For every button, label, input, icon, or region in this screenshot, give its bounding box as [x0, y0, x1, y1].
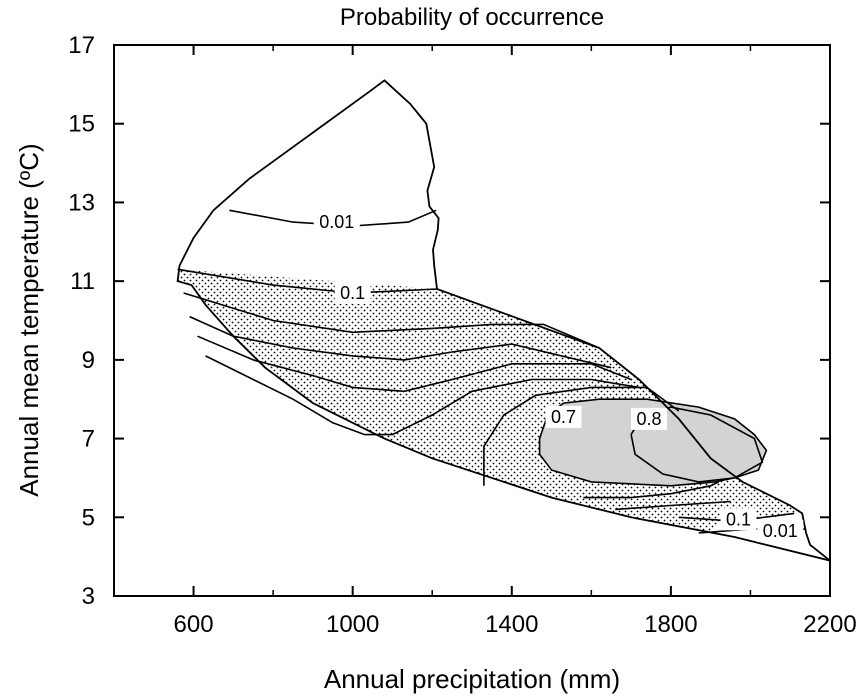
- x-tick-label: 1000: [326, 611, 379, 638]
- x-tick-label: 600: [174, 611, 214, 638]
- y-tick-label: 7: [82, 426, 95, 453]
- plot-frame: [113, 44, 831, 597]
- chart-title: Probability of occurrence: [340, 4, 604, 31]
- y-axis-title: Annual mean temperature (ºC): [14, 143, 44, 496]
- y-tick-label: 13: [68, 189, 95, 216]
- shaded-region: [538, 398, 768, 487]
- x-tick-label: 1800: [644, 611, 697, 638]
- y-tick-label: 5: [82, 504, 95, 531]
- contour-label-bg: [720, 508, 757, 531]
- contour-label-bg: [757, 520, 804, 543]
- contour-line-9: [615, 500, 731, 511]
- contour-line-4: [197, 335, 632, 393]
- y-tick-label: 11: [70, 268, 95, 295]
- contour-line-3: [189, 315, 612, 369]
- contour-label: 0.7: [551, 407, 576, 427]
- x-tick-label: 1400: [485, 611, 538, 638]
- contour-label-bg: [631, 407, 668, 430]
- contour-label-bg: [313, 211, 360, 234]
- contour-label: 0.01: [319, 212, 354, 232]
- stippled-region: [177, 269, 803, 537]
- x-axis-title: Annual precipitation (mm): [324, 664, 620, 694]
- contour-line-0_7: [483, 386, 680, 486]
- contour-label-bg: [334, 281, 371, 304]
- contour-label: 0.1: [726, 509, 751, 529]
- y-tick-label: 3: [82, 583, 95, 610]
- envelope-outline: [176, 79, 830, 562]
- x-tick-label: 2200: [803, 611, 856, 638]
- contour-label: 0.8: [636, 409, 661, 429]
- contour-label: 0.01: [763, 521, 798, 541]
- contour-line-2: [183, 292, 600, 349]
- contour-label-bg: [545, 405, 582, 428]
- y-tick-label: 17: [68, 32, 95, 59]
- contour-line-5: [205, 355, 640, 436]
- contour-line-0_1: [177, 268, 438, 294]
- contour-line-8: [583, 481, 719, 499]
- y-tick-label: 15: [68, 111, 95, 138]
- contour-label: 0.1: [340, 283, 365, 303]
- y-tick-label: 9: [82, 347, 95, 374]
